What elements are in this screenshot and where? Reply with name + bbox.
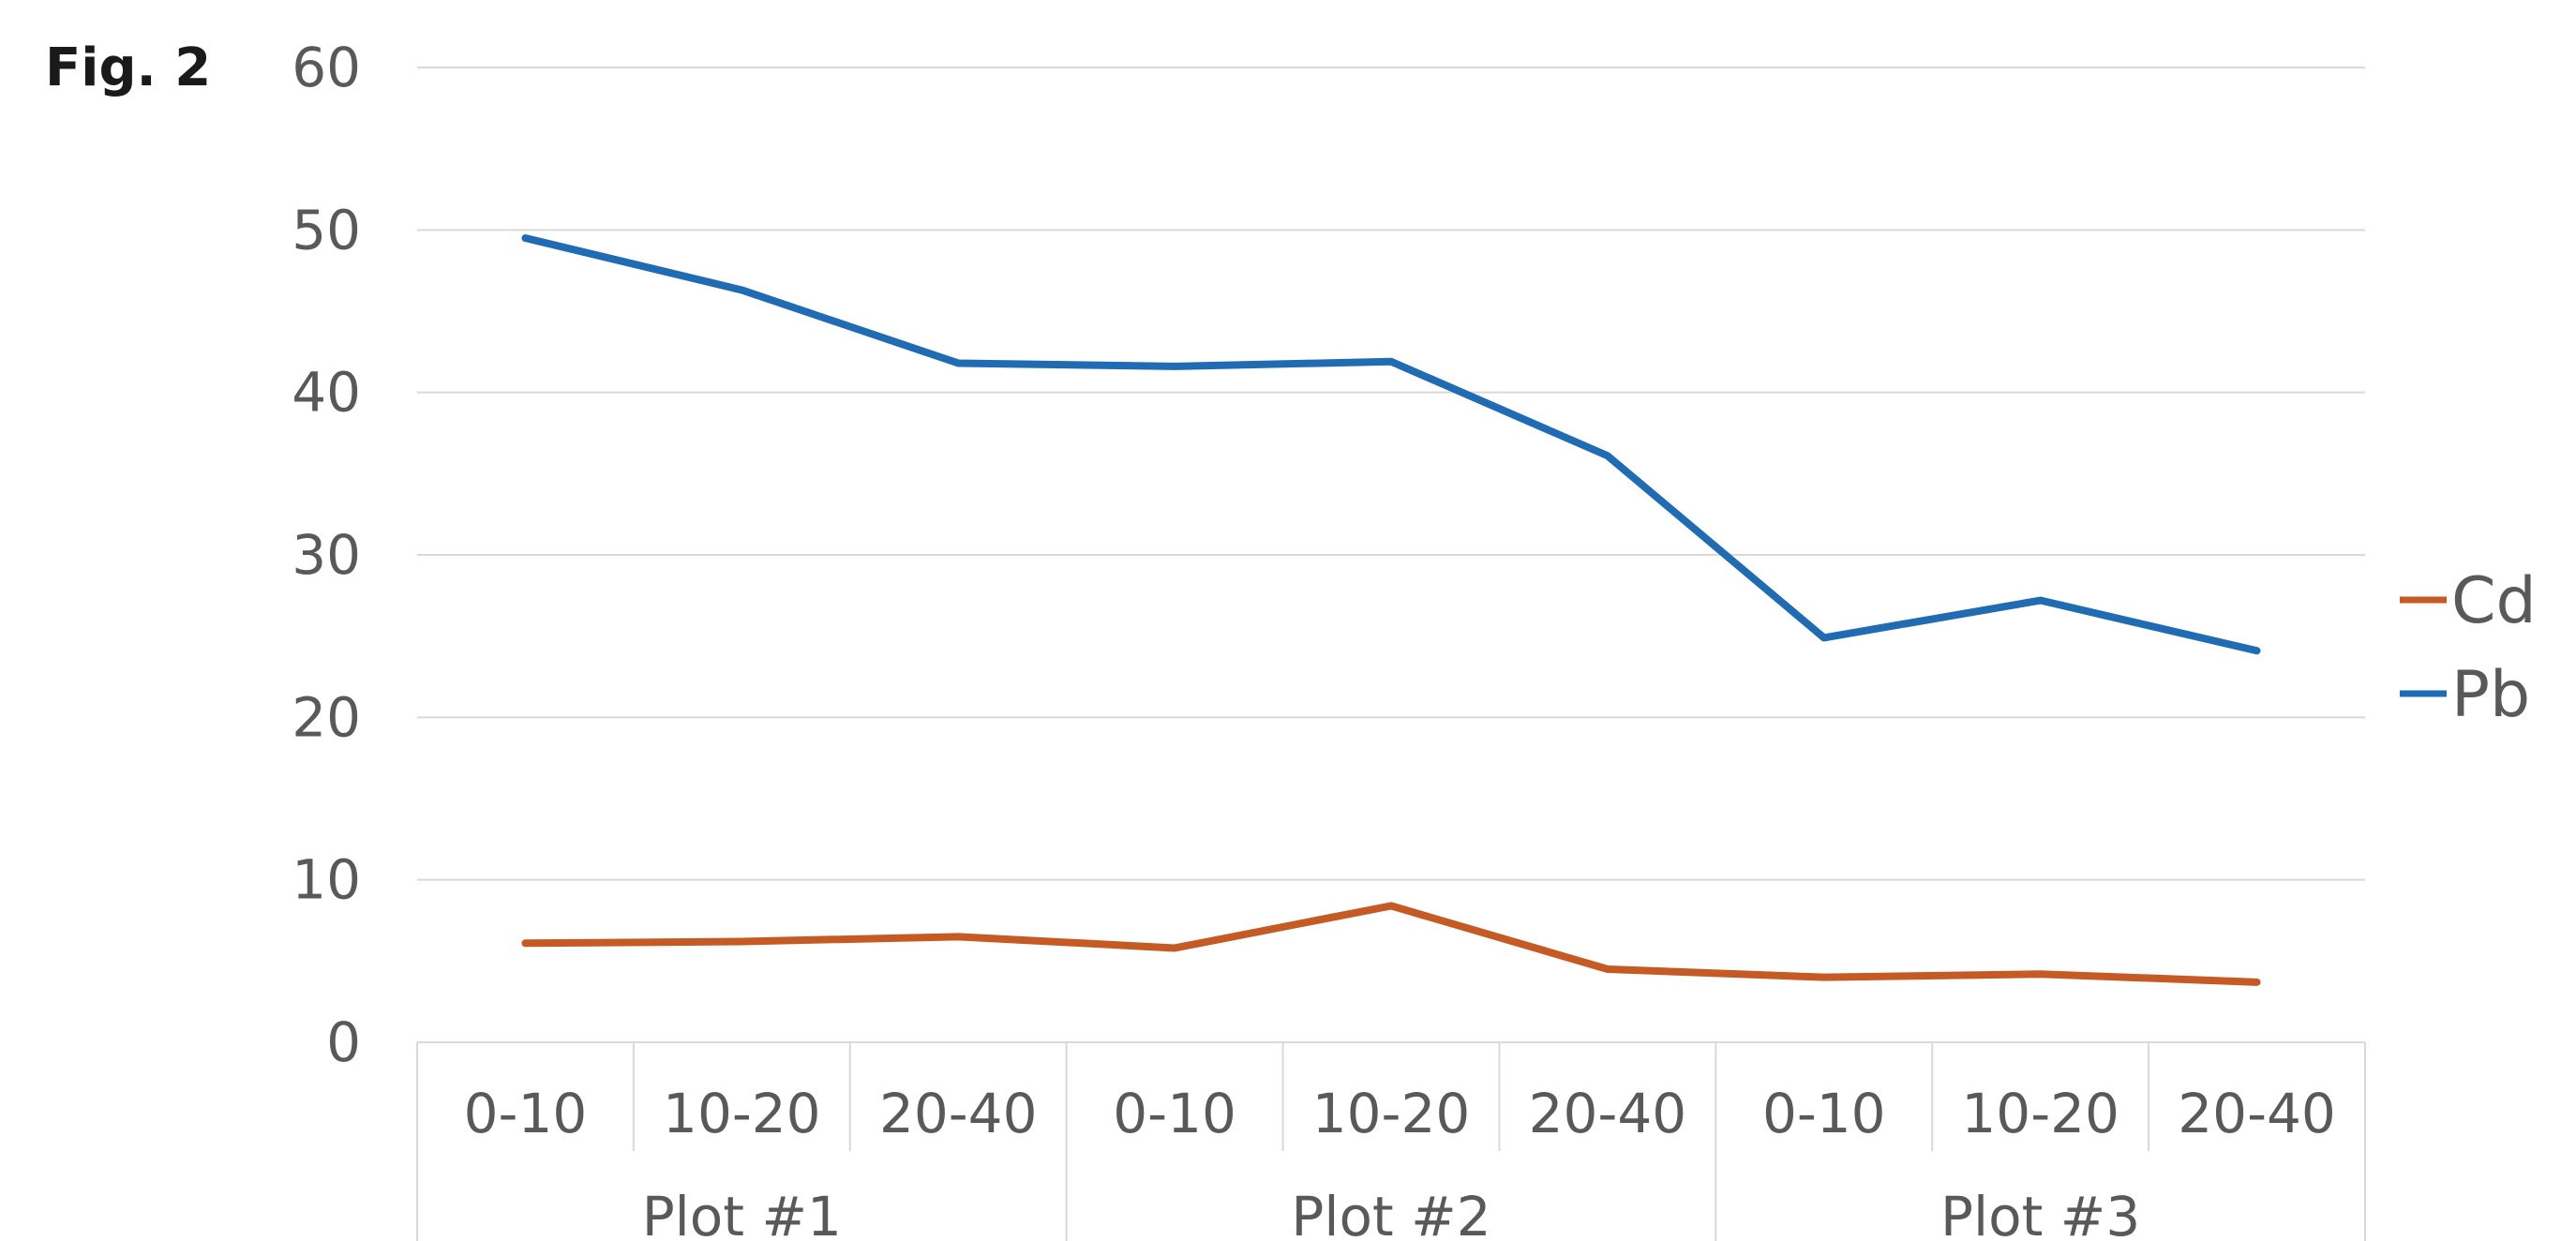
y-tick-label: 40 bbox=[292, 361, 361, 425]
x-tick-label: 0-10 bbox=[1113, 1082, 1236, 1145]
y-tick-label: 60 bbox=[292, 36, 361, 99]
cd-series-line bbox=[521, 902, 2261, 986]
y-tick-label: 10 bbox=[292, 848, 361, 912]
figure-label: Fig. 2 bbox=[45, 37, 212, 98]
series-lines bbox=[521, 234, 2261, 986]
y-tick-label: 30 bbox=[292, 523, 361, 587]
legend: Cd Pb bbox=[2400, 564, 2537, 732]
x-group-label: Plot #1 bbox=[642, 1185, 842, 1241]
y-tick-label: 0 bbox=[326, 1010, 361, 1074]
x-tick-label: 20-40 bbox=[1529, 1082, 1687, 1145]
pb-series-line bbox=[521, 234, 2261, 655]
x-tick-label: 10-20 bbox=[1961, 1082, 2119, 1145]
y-tick-label: 20 bbox=[292, 685, 361, 749]
y-axis-ticks: 0 10 20 30 40 50 60 bbox=[292, 36, 361, 1074]
x-tick-label: 0-10 bbox=[464, 1082, 588, 1145]
y-tick-label: 50 bbox=[292, 198, 361, 262]
gridlines bbox=[417, 67, 2365, 881]
x-tick-label: 20-40 bbox=[2178, 1082, 2336, 1145]
x-tick-label: 10-20 bbox=[663, 1082, 821, 1145]
x-tick-label: 10-20 bbox=[1312, 1082, 1471, 1145]
pb-legend-label: Pb bbox=[2451, 658, 2530, 732]
x-tick-label: 20-40 bbox=[879, 1082, 1038, 1145]
x-group-label: Plot #3 bbox=[1940, 1185, 2140, 1241]
x-axis: 0-10 10-20 20-40 Plot #1 0-10 10-20 20-40 Plot … bbox=[416, 1041, 2366, 1241]
x-tick-label: 0-10 bbox=[1762, 1082, 1886, 1145]
cd-legend-label: Cd bbox=[2451, 564, 2537, 638]
x-group-label: Plot #2 bbox=[1291, 1185, 1490, 1241]
